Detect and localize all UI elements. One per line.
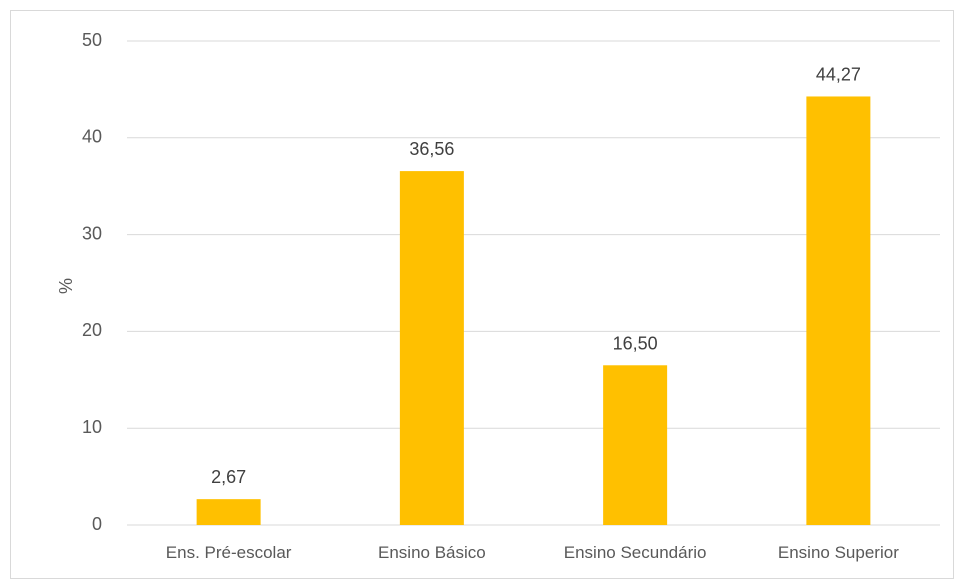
data-labels: 2,67 36,56 16,50 44,27	[211, 64, 861, 487]
bar	[806, 96, 871, 525]
x-category-label: Ensino Secundário	[564, 543, 707, 562]
chart-frame	[10, 10, 954, 579]
data-label: 44,27	[816, 64, 861, 84]
x-category-label: Ens. Pré-escolar	[166, 543, 292, 562]
y-axis-title: %	[56, 278, 76, 294]
y-tick-label: 20	[82, 320, 102, 340]
x-category-label: Ensino Superior	[778, 543, 899, 562]
data-label: 2,67	[211, 467, 246, 487]
y-tick-label: 30	[82, 223, 102, 243]
bar	[399, 171, 464, 526]
bars	[196, 96, 871, 526]
y-tick-label: 50	[82, 30, 102, 50]
x-category-label: Ensino Básico	[378, 543, 486, 562]
y-tick-label: 10	[82, 417, 102, 437]
bar	[196, 499, 261, 525]
data-label: 16,50	[613, 333, 658, 353]
y-tick-label: 40	[82, 127, 102, 147]
y-axis-ticks: 0 10 20 30 40 50	[82, 30, 102, 534]
data-label: 36,56	[409, 139, 454, 159]
y-tick-label: 0	[92, 514, 102, 534]
bar	[603, 365, 668, 525]
gridlines	[127, 40, 940, 526]
x-axis-labels: Ens. Pré-escolar Ensino Básico Ensino Secu…	[166, 543, 899, 562]
